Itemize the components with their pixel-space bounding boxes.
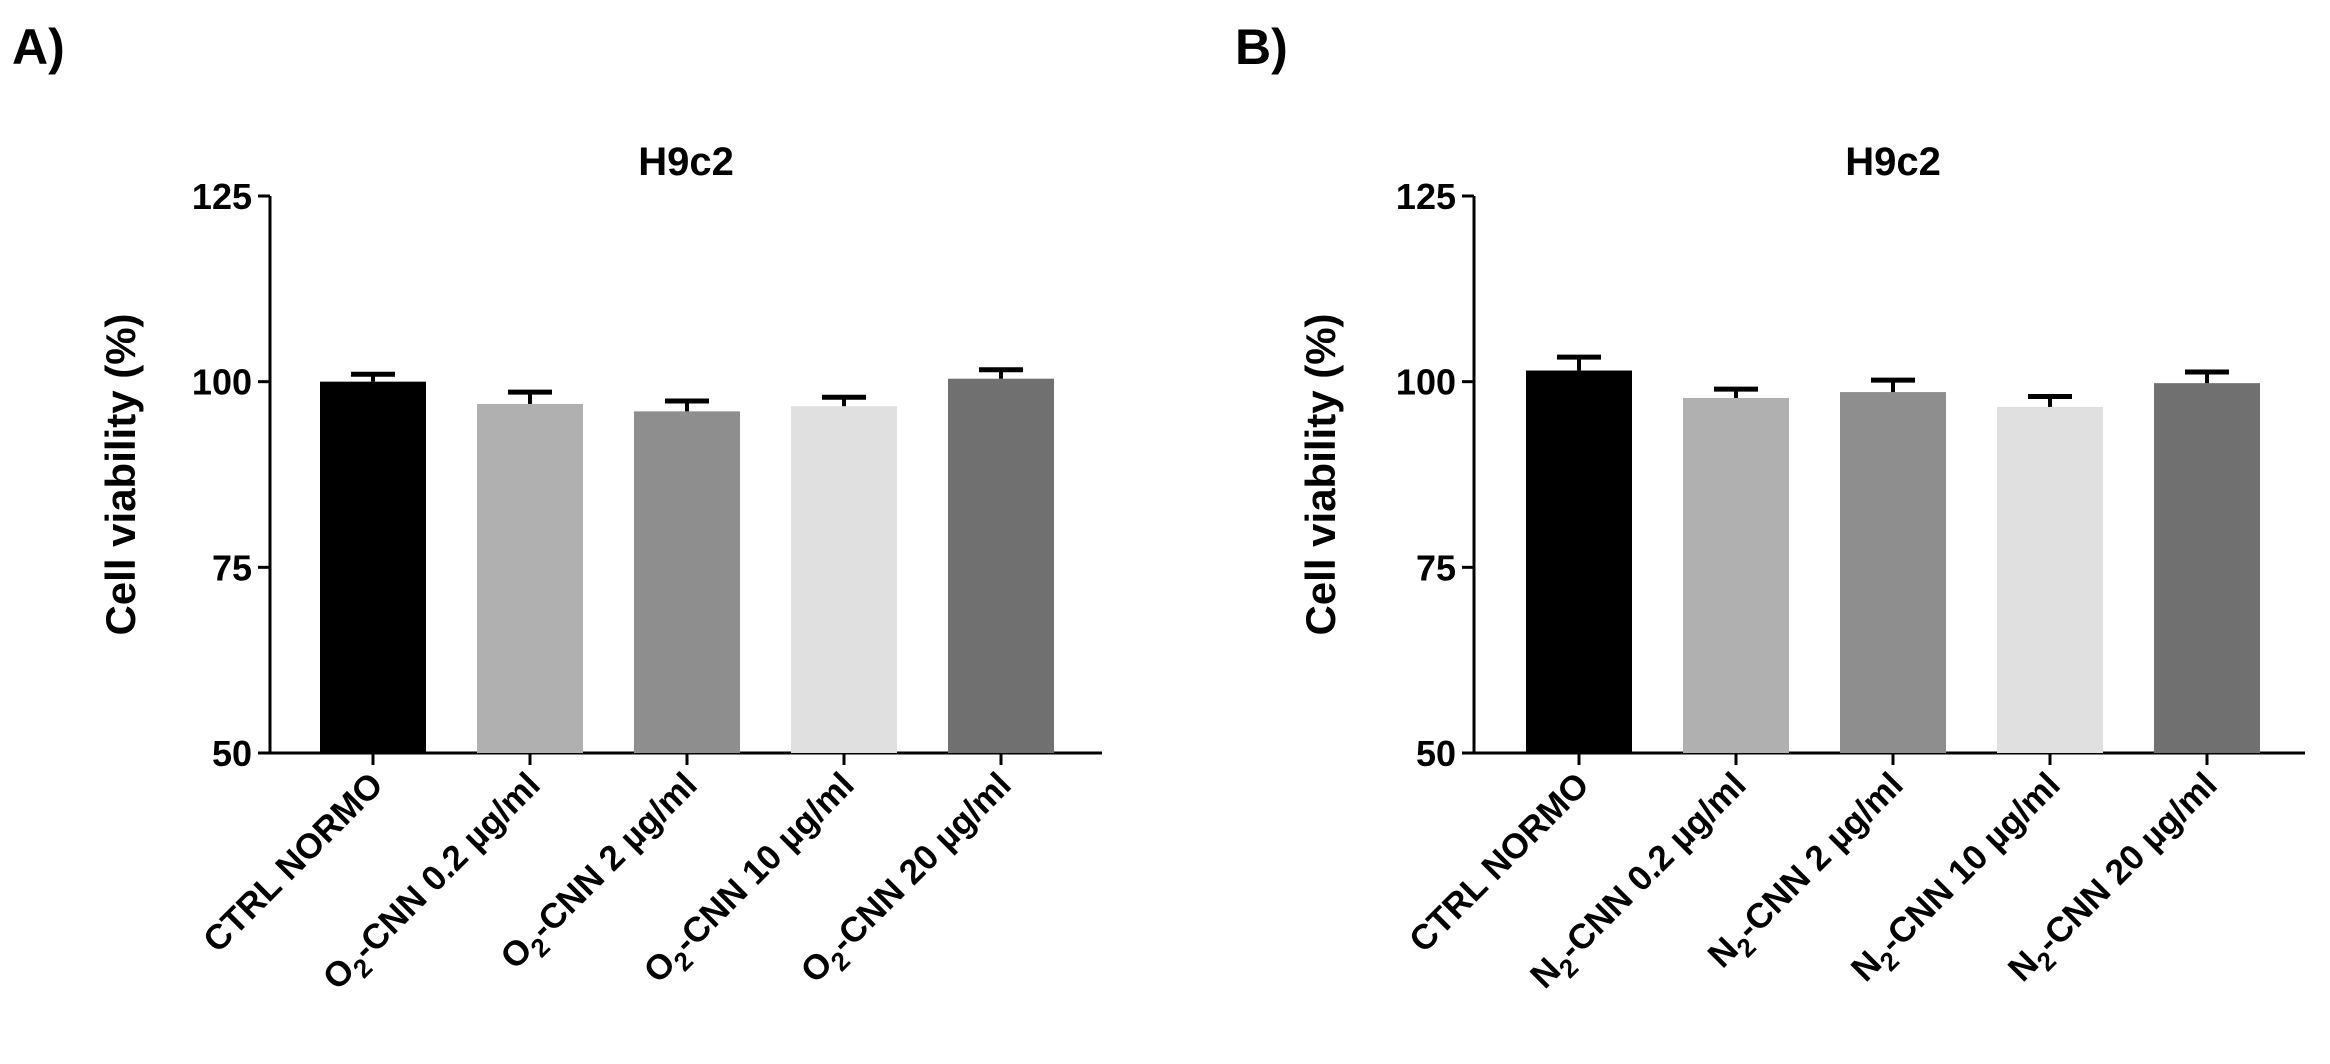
- chart-panel-a: A) H9c2 Cell viability (%) 50 75 100 125 CTRL …: [12, 19, 1102, 997]
- y-tick-label: 100: [192, 362, 252, 403]
- bar: [1683, 398, 1789, 753]
- y-axis-title: Cell viability (%): [97, 313, 144, 635]
- y-axis-title: Cell viability (%): [1297, 313, 1344, 635]
- bar: [320, 381, 426, 753]
- bar: [1997, 406, 2103, 753]
- bar: [634, 411, 740, 753]
- chart-panel-b: B) H9c2 Cell viability (%) 50 75 100 125 CTRL …: [1165, 0, 2330, 1064]
- label-suffix: -CNN 2 µg/ml: [1729, 765, 1911, 947]
- y-tick-label: 100: [1396, 362, 1456, 403]
- y-tick-label: 50: [212, 733, 252, 774]
- y-tick-label: 75: [212, 547, 252, 588]
- y-tick-label: 50: [1416, 733, 1456, 774]
- bar: [791, 406, 897, 753]
- panel-letter: A): [12, 19, 65, 75]
- bar: [1840, 392, 1946, 753]
- bar: [948, 378, 1054, 753]
- y-tick-label: 125: [192, 176, 252, 217]
- bar: [1526, 370, 1632, 753]
- y-tick-label: 75: [1416, 547, 1456, 588]
- panel-letter: B): [1235, 19, 1288, 75]
- y-tick-label: 125: [1396, 176, 1456, 217]
- chart-title: H9c2: [1845, 140, 1941, 184]
- bar: [477, 403, 583, 753]
- chart-title: H9c2: [638, 140, 734, 184]
- bar: [2154, 383, 2260, 753]
- label-suffix: -CNN 2 µg/ml: [523, 765, 705, 947]
